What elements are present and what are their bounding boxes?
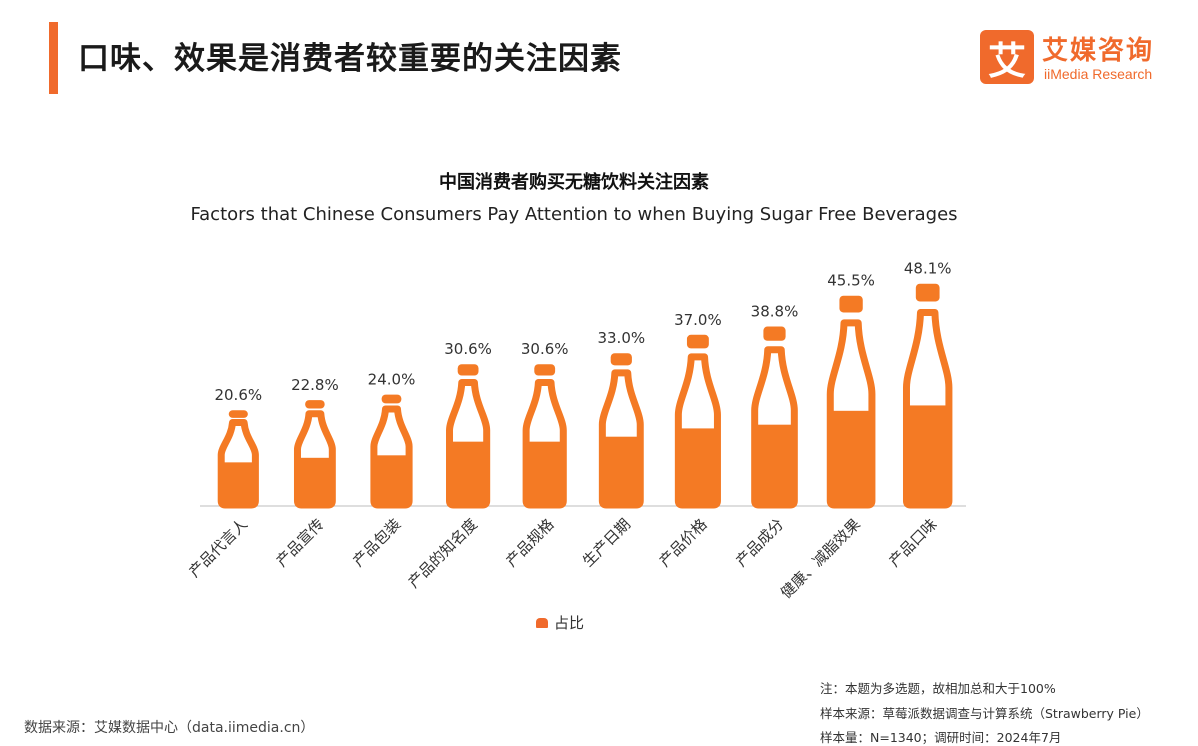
legend-label: 占比 [554, 614, 585, 632]
note-sample-size: 样本量：N=1340；调研时间：2024年7月 [820, 730, 1062, 745]
bottle-cap [381, 394, 402, 404]
category-label: 健康、减脂效果 [777, 515, 864, 602]
category-label: 生产日期 [579, 515, 634, 570]
value-label: 22.8% [291, 376, 339, 394]
value-label: 24.0% [368, 371, 416, 389]
data-source: 数据来源：艾媒数据中心（data.iimedia.cn） [24, 720, 315, 736]
bottle-liquid [602, 436, 641, 505]
category-label: 产品包装 [349, 515, 404, 570]
logo-mark-icon: 艾 [980, 30, 1034, 84]
logo-name-en: iiMedia Research [1044, 66, 1153, 82]
bottle-liquid [526, 441, 564, 505]
bottle-bar: 38.8% [751, 303, 799, 509]
note-sample-source: 样本来源：草莓派数据调查与计算系统（Strawberry Pie） [820, 706, 1149, 721]
bottle-cap [686, 334, 709, 349]
bottle-bar: 37.0% [674, 311, 722, 509]
page-title: 口味、效果是消费者较重要的关注因素 [78, 41, 622, 77]
legend-swatch-icon [536, 617, 548, 628]
value-label: 48.1% [904, 260, 952, 278]
bottle-bar: 30.6% [521, 340, 569, 509]
bottle-cap [534, 364, 556, 376]
bottle-liquid [754, 424, 795, 505]
bottle-liquid [678, 428, 718, 505]
bottle-cap [763, 326, 786, 341]
iimedia-logo: 艾 艾媒咨询 iiMedia Research [980, 30, 1170, 86]
title-accent-bar [49, 22, 58, 94]
category-label: 产品宣传 [273, 515, 328, 570]
bottle-cap [839, 295, 863, 313]
bottle-bar: 20.6% [214, 386, 262, 509]
bottle-cap [457, 364, 479, 376]
chart-title: 中国消费者购买无糖饮料关注因素 [439, 172, 709, 193]
bottle-bar: 22.8% [291, 376, 339, 509]
bottle-liquid [221, 462, 256, 505]
note-multi-select: 注：本题为多选题，故相加总和大于100% [820, 681, 1056, 696]
value-label: 30.6% [521, 340, 569, 358]
bottle-bar: 48.1% [902, 260, 953, 509]
bottle-bar: 30.6% [444, 340, 492, 509]
bottle-liquid [906, 405, 949, 505]
category-label: 产品成分 [732, 515, 787, 570]
value-label: 30.6% [444, 340, 492, 358]
value-label: 20.6% [214, 386, 262, 404]
chart-legend: 占比 [536, 612, 584, 633]
bottle-cap [915, 283, 940, 302]
category-label: 产品代言人 [185, 515, 251, 581]
bottle-bar: 24.0% [368, 371, 416, 509]
value-label: 45.5% [827, 272, 875, 290]
bottle-cap [305, 400, 325, 409]
category-label: 产品口味 [885, 515, 940, 570]
category-label: 产品的知名度 [405, 515, 481, 591]
bottle-liquid [373, 455, 410, 505]
value-label: 37.0% [674, 311, 722, 329]
value-label: 38.8% [751, 303, 799, 321]
bottle-liquid [449, 441, 487, 505]
bottle-cap [610, 353, 632, 366]
value-label: 33.0% [597, 329, 645, 347]
chart-subtitle: Factors that Chinese Consumers Pay Atten… [190, 204, 958, 225]
bottle-cap [228, 410, 248, 418]
bottle-bar: 33.0% [597, 329, 645, 509]
bottle-bar: 45.5% [826, 272, 876, 509]
bottle-liquid [830, 410, 872, 505]
category-label: 产品规格 [502, 515, 557, 570]
logo-name-cn: 艾媒咨询 [1042, 36, 1155, 66]
category-label: 产品价格 [656, 515, 711, 570]
bottle-liquid [297, 457, 333, 505]
